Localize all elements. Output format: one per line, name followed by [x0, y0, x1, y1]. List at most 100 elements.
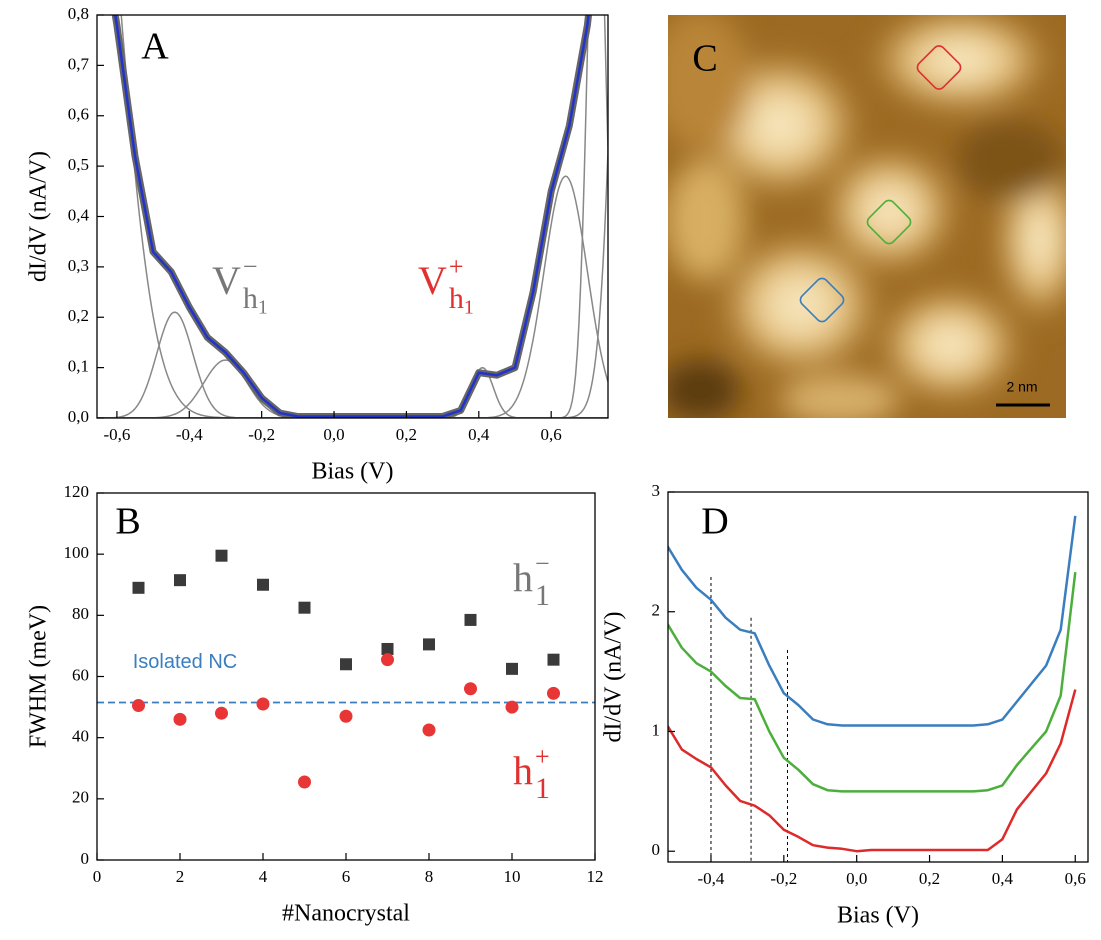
data-line — [113, 15, 590, 418]
x-tick-label: 0,4 — [468, 425, 490, 444]
y-axis-label: dI/dV (nA/V) — [26, 151, 52, 282]
point — [340, 658, 352, 671]
annotation-sub: 1 — [535, 579, 550, 612]
x-tick-label: -0,4 — [698, 869, 725, 888]
point — [173, 712, 187, 726]
point — [547, 686, 560, 700]
panel-label: C — [692, 38, 717, 80]
y-tick-label: 1 — [652, 720, 661, 739]
annotation-sup: − — [243, 252, 258, 281]
point — [422, 723, 436, 737]
scale-bar-label: 2 nm — [1006, 379, 1037, 395]
point — [298, 775, 311, 789]
annotation: V — [418, 258, 447, 303]
x-tick-label: 2 — [176, 867, 185, 886]
plot-frame — [96, 492, 596, 861]
point — [464, 682, 477, 696]
plot-frame — [667, 491, 1089, 863]
fit-component — [97, 175, 608, 418]
y-tick-label: 0,0 — [68, 407, 89, 426]
y-tick-label: 0,1 — [68, 357, 89, 376]
point — [339, 709, 353, 723]
fit-component — [97, 359, 608, 418]
annotation-sup: − — [535, 549, 550, 578]
reference-label: Isolated NC — [133, 651, 238, 673]
x-tick-label: 0,2 — [396, 425, 417, 444]
x-tick-label: -0,6 — [103, 425, 130, 444]
point — [464, 613, 477, 626]
point — [381, 642, 394, 655]
x-tick-label: 0,6 — [541, 425, 562, 444]
point — [174, 574, 186, 587]
data-line — [668, 572, 1077, 793]
stm-image — [668, 15, 1066, 418]
point — [132, 699, 145, 713]
point — [547, 653, 560, 666]
point — [298, 601, 311, 614]
annotation-sup: + — [535, 742, 550, 771]
y-tick-label: 0,2 — [68, 306, 89, 325]
y-tick-label: 0,8 — [68, 4, 89, 23]
plot-area — [97, 549, 595, 789]
y-tick-label: 80 — [72, 604, 89, 623]
point — [215, 549, 228, 562]
point — [132, 581, 145, 594]
point — [381, 653, 394, 667]
annotation-sup: + — [449, 252, 464, 281]
point — [215, 706, 228, 720]
y-tick-label: 40 — [72, 727, 89, 746]
annotation-sub: h — [449, 282, 464, 315]
fit-component — [97, 366, 608, 418]
annotation-sub: h — [243, 282, 258, 315]
annotation: h — [513, 748, 533, 793]
fit-component — [97, 15, 608, 418]
y-tick-label: 2 — [652, 601, 661, 620]
y-tick-label: 60 — [72, 665, 89, 684]
annotation-sub-index: 1 — [258, 297, 268, 319]
x-tick-label: 0,0 — [323, 425, 344, 444]
y-tick-label: 0,3 — [68, 256, 89, 275]
plot-frame — [96, 14, 609, 419]
y-tick-label: 120 — [64, 482, 90, 501]
x-tick-label: 0,0 — [846, 869, 867, 888]
fit-component — [120, 15, 608, 418]
y-axis-label: dI/dV (nA/V) — [601, 612, 627, 743]
x-tick-label: 0 — [93, 867, 102, 886]
x-tick-label: 4 — [259, 867, 268, 886]
x-tick-label: 0,2 — [919, 869, 940, 888]
x-axis-label: Bias (V) — [837, 903, 919, 929]
y-tick-label: 20 — [72, 788, 89, 807]
y-tick-label: 0,7 — [68, 54, 90, 73]
x-tick-label: -0,4 — [176, 425, 203, 444]
y-tick-label: 0 — [81, 849, 90, 868]
x-tick-label: -0,2 — [248, 425, 275, 444]
fit-component — [97, 311, 608, 418]
x-tick-label: 6 — [342, 867, 351, 886]
data-line — [668, 689, 1077, 853]
panel-label: D — [701, 501, 728, 543]
annotation: V — [212, 258, 241, 303]
x-tick-label: 10 — [504, 867, 521, 886]
y-tick-label: 0 — [652, 840, 661, 859]
x-tick-label: 0,6 — [1065, 869, 1086, 888]
y-tick-label: 3 — [652, 481, 661, 500]
data-line — [668, 515, 1077, 727]
annotation-sub: 1 — [535, 772, 550, 805]
plot-area — [97, 15, 608, 418]
y-tick-label: 100 — [64, 543, 90, 562]
panel-label: B — [115, 501, 140, 543]
x-tick-label: -0,2 — [770, 869, 797, 888]
plot-area — [668, 515, 1077, 862]
x-tick-label: 8 — [425, 867, 434, 886]
panel-label: A — [141, 26, 169, 68]
x-tick-label: 0,4 — [992, 869, 1014, 888]
annotation-sub-index: 1 — [464, 297, 474, 319]
annotation: h — [513, 555, 533, 600]
point — [257, 578, 269, 591]
y-tick-label: 0,6 — [68, 105, 89, 124]
y-tick-label: 0,4 — [68, 205, 90, 224]
x-tick-label: 12 — [587, 867, 604, 886]
point — [506, 662, 518, 675]
x-axis-label: #Nanocrystal — [282, 901, 410, 927]
